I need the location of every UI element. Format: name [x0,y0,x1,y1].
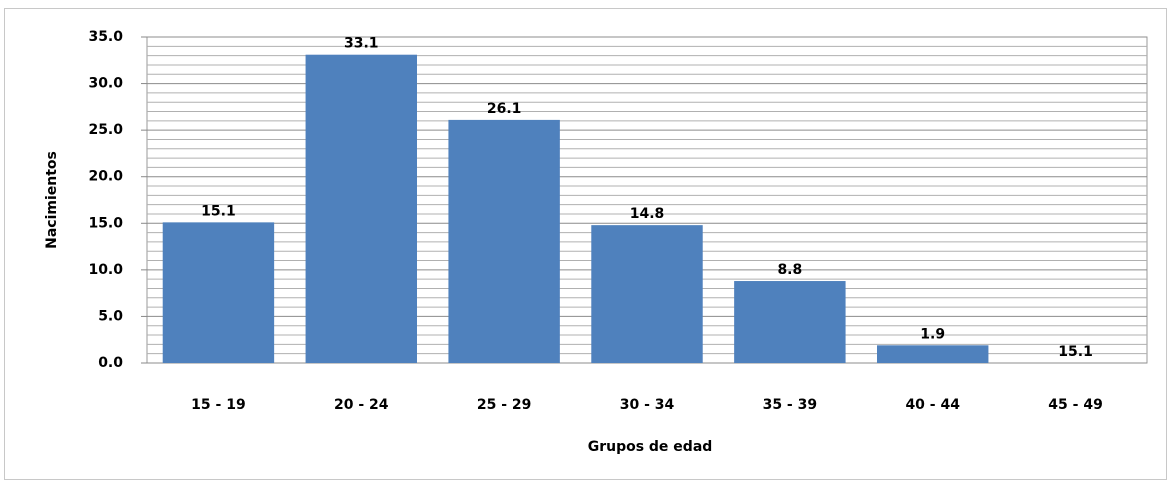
x-tick-label: 20 - 24 [334,397,389,413]
value-label: 15.1 [201,203,236,219]
y-tick-label: 10.0 [88,262,123,278]
x-tick-label: 35 - 39 [763,397,818,413]
x-tick-label: 40 - 44 [905,397,960,413]
x-axis-title: Grupos de edad [588,439,713,455]
y-tick-label: 35.0 [88,29,123,45]
bar [305,54,417,363]
x-tick-label: 15 - 19 [191,397,246,413]
x-tick-label: 30 - 34 [620,397,675,413]
y-tick-label: 25.0 [88,122,123,138]
value-label: 1.9 [920,326,945,342]
value-label: 33.1 [344,36,379,52]
bar [877,345,989,363]
y-axis-title: Nacimientos [44,151,60,249]
value-label: 15.1 [1058,344,1093,360]
y-tick-label: 30.0 [88,76,123,92]
x-tick-label: 45 - 49 [1048,397,1103,413]
bar [448,119,560,363]
bar [734,281,846,363]
y-tick-label: 0.0 [98,355,123,371]
bar [591,225,703,363]
bar [162,222,275,363]
y-tick-label: 20.0 [88,169,123,185]
x-tick-label: 25 - 29 [477,397,532,413]
value-label: 8.8 [777,262,802,278]
y-tick-label: 5.0 [98,308,123,324]
value-label: 26.1 [487,101,522,117]
y-tick-label: 15.0 [88,215,123,231]
value-label: 14.8 [630,206,665,222]
